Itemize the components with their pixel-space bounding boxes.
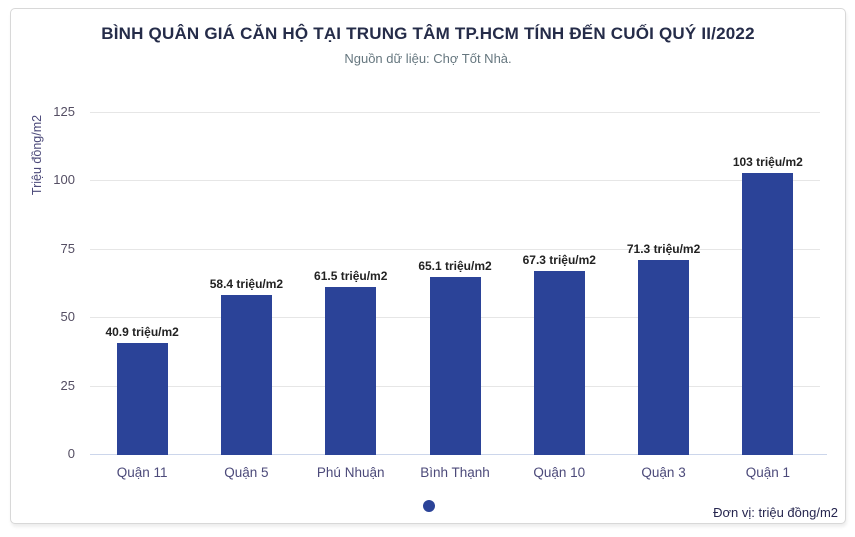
bar-quận-3[interactable] bbox=[638, 260, 690, 455]
bar-data-label: 65.1 triệu/m2 bbox=[418, 259, 492, 273]
bar-quận-1[interactable] bbox=[742, 173, 794, 455]
bar-quận-10[interactable] bbox=[533, 271, 585, 455]
bar-data-label: 103 triệu/m2 bbox=[732, 155, 803, 169]
y-tick-label: 50 bbox=[60, 309, 75, 325]
bar-bình-thạnh[interactable] bbox=[429, 277, 481, 455]
y-tick-label: 0 bbox=[67, 446, 75, 461]
bar-data-label: 40.9 triệu/m2 bbox=[105, 325, 179, 339]
chart-title: BÌNH QUÂN GIÁ CĂN HỘ TẠI TRUNG TÂM TP.HC… bbox=[101, 24, 755, 43]
y-tick-label: 25 bbox=[60, 377, 75, 393]
x-axis-label: Quận 10 bbox=[533, 465, 586, 480]
gridline bbox=[90, 112, 820, 113]
bar-data-label: 67.3 triệu/m2 bbox=[522, 253, 596, 267]
y-tick-label: 75 bbox=[60, 240, 75, 256]
x-axis-label: Quận 5 bbox=[224, 465, 269, 480]
x-axis-label: Bình Thạnh bbox=[420, 465, 490, 480]
chart-subtitle: Nguồn dữ liệu: Chợ Tốt Nhà. bbox=[344, 51, 512, 66]
x-axis-label: Quận 1 bbox=[745, 465, 790, 480]
legend-series-marker-icon[interactable] bbox=[423, 500, 435, 512]
x-axis-label: Quận 3 bbox=[641, 465, 686, 480]
gridline bbox=[90, 248, 820, 250]
plot-area: 0 25 50 75 100 125 40.9 triệu/m2 Quận 11 58.4 tr… bbox=[53, 105, 827, 480]
y-tick-label: 125 bbox=[53, 104, 75, 119]
bar-data-label: 71.3 triệu/m2 bbox=[626, 242, 701, 256]
bar-quận-11[interactable] bbox=[116, 343, 168, 455]
x-axis-label: Quận 11 bbox=[116, 465, 168, 480]
x-axis-label: Phú Nhuận bbox=[316, 465, 385, 480]
gridline bbox=[90, 180, 820, 182]
y-tick-label: 100 bbox=[53, 172, 75, 188]
bar-quận-5[interactable] bbox=[220, 295, 272, 455]
bar-data-label: 58.4 triệu/m2 bbox=[209, 277, 284, 291]
unit-note: Đơn vị: triệu đồng/m2 bbox=[713, 505, 838, 520]
bar-data-label: 61.5 triệu/m2 bbox=[314, 269, 388, 283]
bar-phú-nhuận[interactable] bbox=[325, 287, 377, 455]
